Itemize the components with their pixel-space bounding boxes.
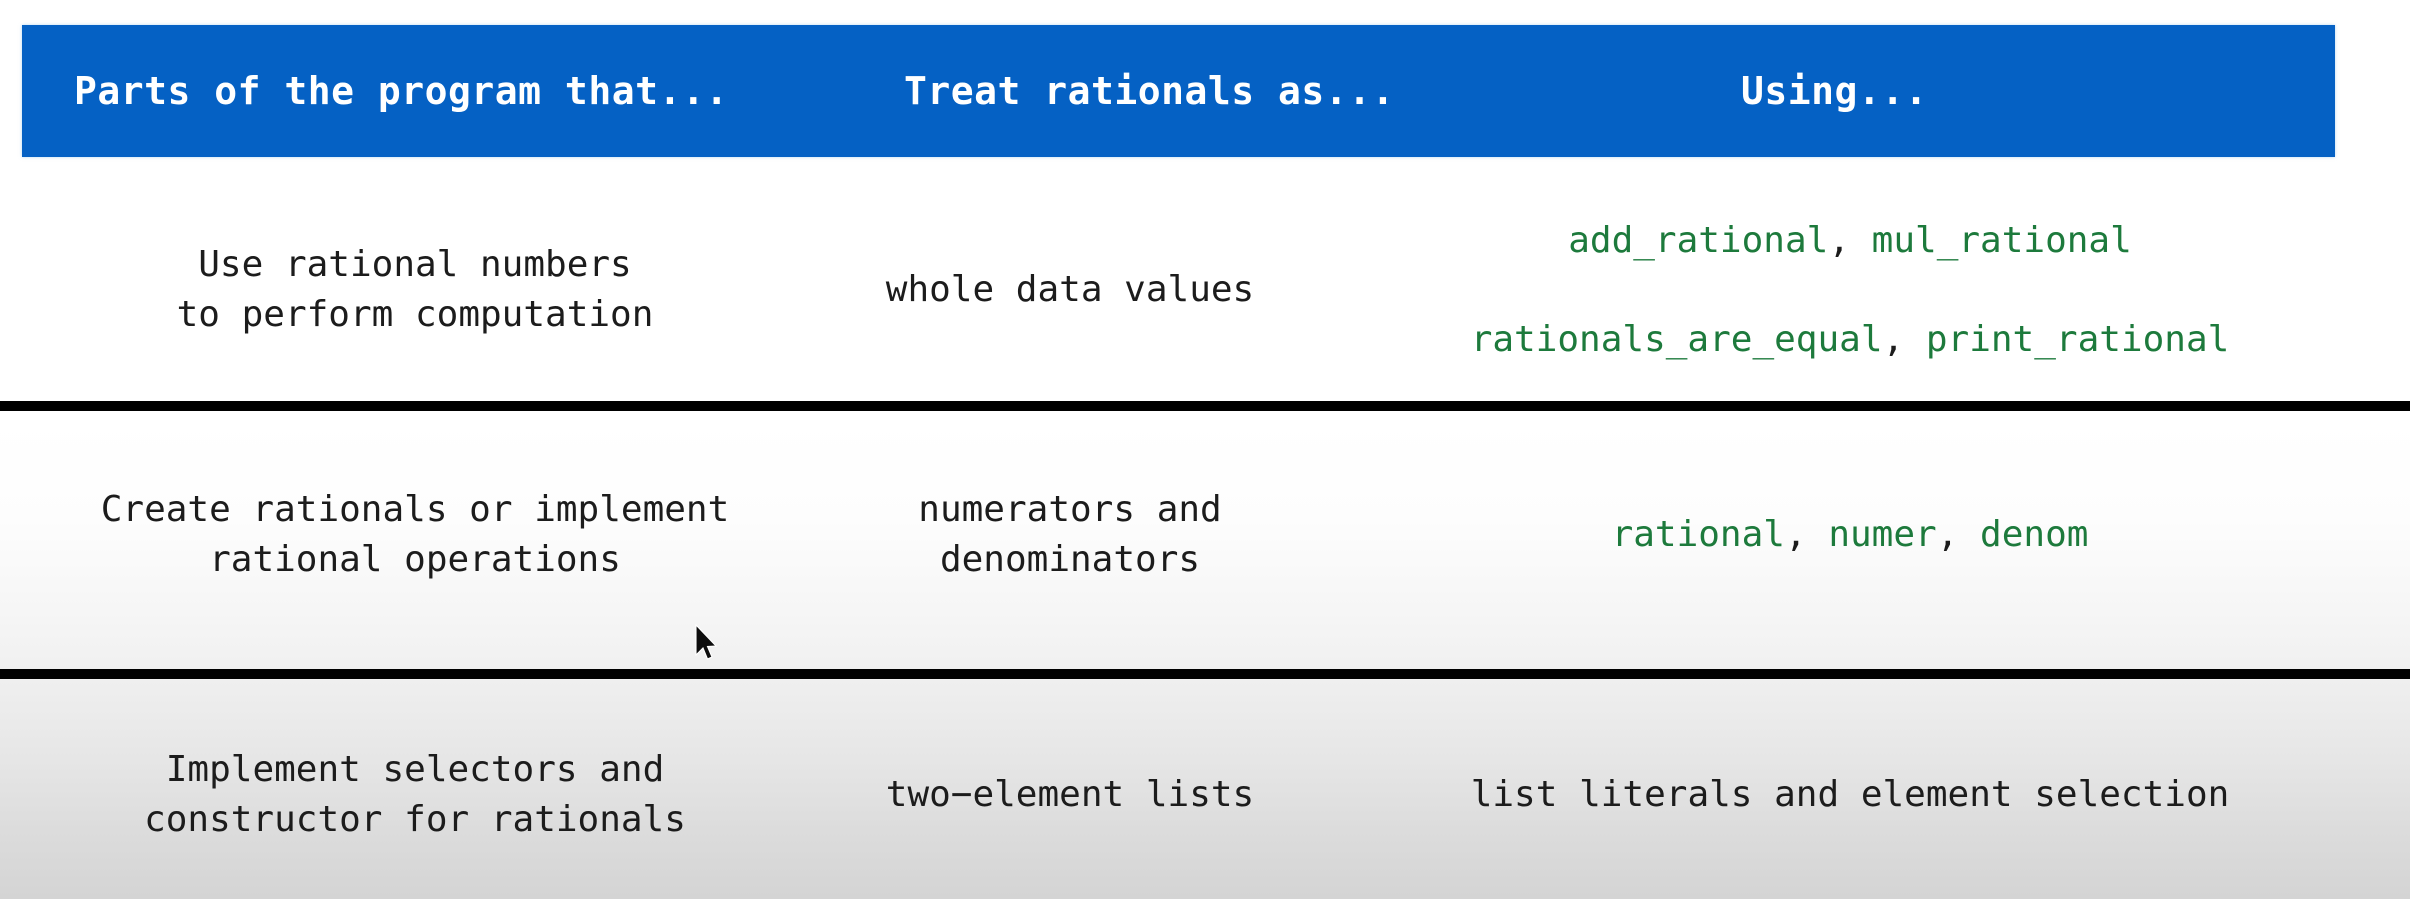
table-row: Implement selectors and constructor for … [0, 710, 2410, 880]
row-divider [0, 669, 2410, 679]
row-treat-as: numerators and denominators [918, 489, 1222, 580]
code-separator: , [1882, 318, 1926, 360]
code-identifier: mul_rational [1871, 219, 2132, 261]
row-description: Create rationals or implement rational o… [100, 489, 730, 580]
code-identifier: denom [1980, 514, 2089, 556]
row-description: Use rational numbers to perform computat… [176, 244, 654, 335]
using-line-1: rational, numer, denom [1330, 510, 2370, 560]
row-using: list literals and element selection [1470, 774, 2230, 816]
row-description: Implement selectors and constructor for … [144, 749, 686, 840]
using-line-1: add_rational, mul_rational [1330, 216, 2370, 266]
code-separator: , [1784, 514, 1829, 556]
table-header-row: Parts of the program that... Treat ratio… [22, 25, 2335, 157]
code-identifier: rational [1611, 514, 1785, 556]
table-row: Create rationals or implement rational o… [0, 440, 2410, 630]
code-identifier: add_rational [1568, 219, 1829, 261]
header-column-using: Using... [1740, 69, 1929, 113]
row-treat-as: two−element lists [885, 774, 1255, 816]
row-using: add_rational, mul_rational rationals_are… [1330, 166, 2410, 414]
table-row: Use rational numbers to perform computat… [0, 200, 2410, 380]
row-divider [0, 401, 2410, 411]
header-column-treat: Treat rationals as... [904, 69, 1395, 113]
code-identifier: numer [1828, 514, 1937, 556]
code-separator: , [1936, 514, 1981, 556]
row-using: rational, numer, denom [1330, 460, 2410, 609]
code-separator: , [1828, 219, 1872, 261]
table-header-band: Parts of the program that... Treat ratio… [22, 25, 2335, 157]
using-line-2: rationals_are_equal, print_rational [1330, 315, 2370, 365]
row-treat-as: whole data values [885, 269, 1255, 311]
mouse-pointer-icon [694, 623, 720, 662]
header-column-parts: Parts of the program that... [74, 69, 729, 113]
code-identifier: rationals_are_equal [1470, 318, 1883, 360]
code-identifier: print_rational [1925, 318, 2230, 360]
